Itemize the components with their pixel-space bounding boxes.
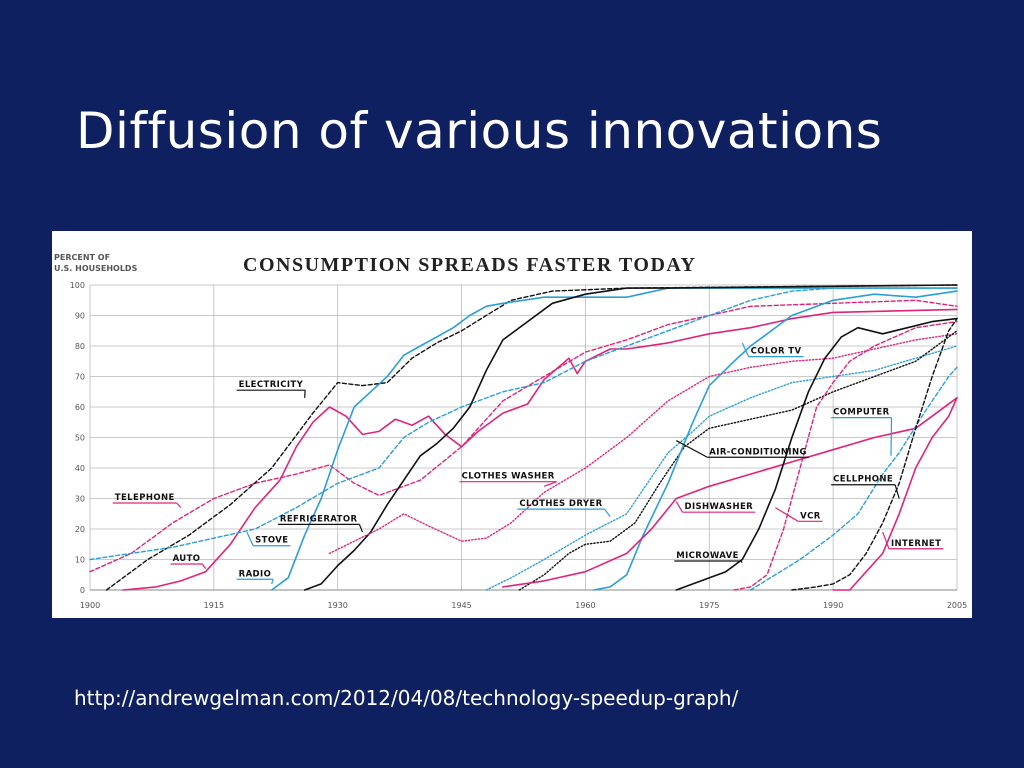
x-tick-2005: 2005 (947, 601, 967, 610)
y-tick-10: 10 (75, 556, 85, 565)
series-label-computer: COMPUTER (833, 408, 889, 418)
series-label-vcr: VCR (800, 511, 821, 521)
series-line-clothes-washer (328, 333, 958, 555)
series-label-color-tv: COLOR TV (751, 347, 802, 357)
series-label-leader-computer (890, 417, 893, 456)
series-label-cellphone: CELLPHONE (833, 475, 893, 485)
grid (89, 284, 958, 591)
series-label-leader-clothes-washer (543, 481, 557, 487)
chart-panel: PERCENT OF U.S. HOUSEHOLDS CONSUMPTION S… (52, 231, 972, 618)
series-labels: ELECTRICITY TELEPHONE AUTO STOVE RADIO REFRIG… (112, 342, 944, 585)
series-label-leader-air-conditioning (675, 440, 708, 458)
y-tick-90: 90 (75, 312, 85, 321)
x-tick-1990: 1990 (823, 601, 843, 610)
series-line-auto (122, 308, 958, 591)
y-tick-70: 70 (75, 373, 85, 382)
series-label-leader-auto (201, 563, 207, 569)
y-tick-100: 100 (70, 281, 85, 290)
series-label-leader-vcr (775, 507, 799, 522)
y-tick-60: 60 (75, 403, 85, 412)
series-label-radio: RADIO (239, 569, 272, 579)
y-axis-label-line2: U.S. HOUSEHOLDS (54, 264, 138, 273)
series-line-air-conditioning (518, 330, 958, 591)
y-tick-80: 80 (75, 342, 85, 351)
series-line-microwave (675, 317, 958, 591)
x-tick-1975: 1975 (699, 601, 719, 610)
series-line-telephone (89, 299, 958, 573)
series-label-leader-stove (246, 531, 254, 546)
y-tick-20: 20 (75, 525, 85, 534)
x-tick-1945: 1945 (451, 601, 471, 610)
x-tick-1960: 1960 (575, 601, 595, 610)
series-label-stove: STOVE (255, 536, 288, 546)
series-label-telephone: TELEPHONE (115, 493, 175, 503)
series-label-leader-dishwasher (675, 501, 684, 513)
series-label-leader-telephone (176, 502, 182, 509)
x-tick-1915: 1915 (204, 601, 224, 610)
source-url[interactable]: http://andrewgelman.com/2012/04/08/techn… (74, 686, 739, 710)
series-label-leader-internet (882, 531, 890, 549)
series-line-computer (749, 366, 958, 591)
series-label-auto: AUTO (173, 554, 201, 564)
chart-title: CONSUMPTION SPREADS FASTER TODAY (243, 254, 696, 276)
series-label-leader-microwave (740, 560, 743, 563)
y-tick-0: 0 (80, 586, 85, 595)
diffusion-chart: PERCENT OF U.S. HOUSEHOLDS CONSUMPTION S… (54, 253, 967, 610)
series-label-air-conditioning: AIR-CONDITIONING (709, 447, 807, 457)
series-line-internet (832, 397, 958, 591)
slide-title: Diffusion of various innovations (76, 102, 883, 160)
series-label-clothes-dryer: CLOTHES DRYER (519, 499, 602, 509)
series-label-leader-color-tv (741, 342, 750, 357)
series-label-electricity: ELECTRICITY (239, 380, 304, 390)
x-tick-1930: 1930 (328, 601, 348, 610)
series-line-cellphone (791, 317, 958, 591)
series-line-color-tv (592, 290, 958, 591)
series-label-leader-radio (271, 579, 274, 585)
series-label-microwave: MICROWAVE (676, 551, 739, 561)
series-label-dishwasher: DISHWASHER (685, 502, 754, 512)
series-line-refrigerator (303, 284, 958, 591)
axes: 0 10 20 30 40 50 60 70 80 90 100 1900 1915 1930 1945 19… (70, 281, 967, 610)
y-axis-label-line1: PERCENT OF (54, 253, 110, 262)
series-line-vcr (733, 320, 958, 591)
series-label-leader-cellphone (894, 484, 900, 499)
series-line-dishwasher (502, 397, 958, 588)
x-tick-1900: 1900 (80, 601, 100, 610)
series-line-stove (89, 287, 958, 561)
series-line-radio (270, 287, 958, 591)
series-label-refrigerator: REFRIGERATOR (280, 514, 358, 524)
y-tick-40: 40 (75, 464, 85, 473)
series-label-clothes-washer: CLOTHES WASHER (462, 472, 555, 482)
y-tick-50: 50 (75, 434, 85, 443)
series (89, 284, 958, 591)
y-tick-30: 30 (75, 495, 85, 504)
series-line-electricity (105, 284, 958, 591)
series-label-leader-refrigerator (358, 524, 364, 533)
series-label-leader-clothes-dryer (604, 508, 611, 518)
series-label-internet: INTERNET (891, 539, 941, 549)
series-line-clothes-dryer (485, 345, 958, 591)
